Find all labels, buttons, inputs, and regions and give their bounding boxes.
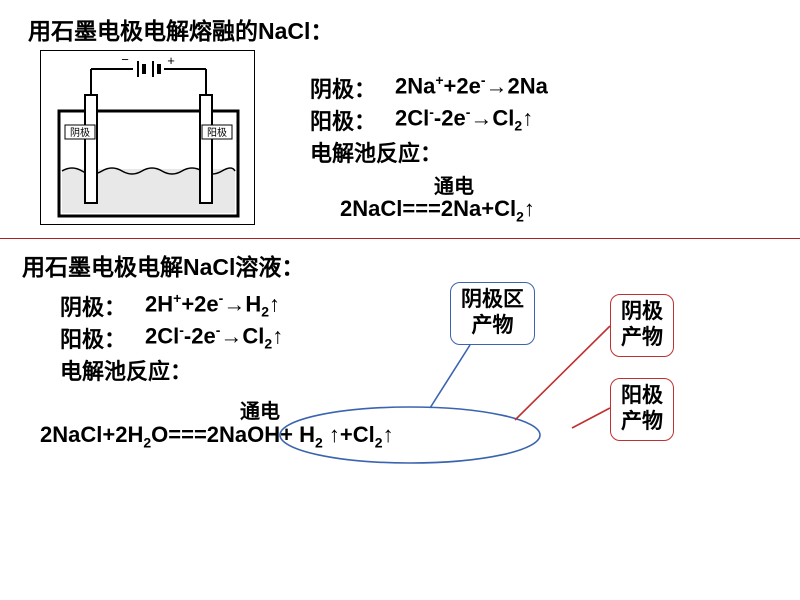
s2-over-arrow-label: 通电	[240, 395, 280, 424]
s2-anode-eq: 2Cl--2e-→Cl2↑	[145, 322, 283, 352]
s1-over-arrow-label: 通电	[434, 170, 474, 199]
s2-overall-eq: 2NaCl+2H2O===2NaOH+ H2 ↑+Cl2↑	[40, 422, 394, 450]
anode-prod-text: 阳极产物	[621, 384, 663, 433]
s1-cell-label: 电解池反应：	[310, 136, 442, 168]
s1-anode-label: 阳极：	[310, 104, 376, 136]
section2-title: 用石墨电极电解NaCl溶液：	[22, 248, 304, 282]
svg-text:+: +	[167, 53, 175, 68]
cathode-prod-text: 阴极产物	[621, 300, 663, 349]
s1-cathode-label: 阴极：	[310, 72, 376, 104]
s2-anode-label: 阳极：	[60, 322, 126, 354]
s1-cathode-eq: 2Na++2e-→2Na	[395, 72, 548, 99]
cathode-zone-callout: 阴极区产物	[450, 282, 535, 345]
s2-cathode-eq: 2H++2e-→H2↑	[145, 290, 280, 320]
cathode-zone-text: 阴极区产物	[461, 288, 524, 337]
anode-product-callout: 阳极产物	[610, 378, 674, 441]
s1-overall-eq: 2NaCl===2Na+Cl2↑	[340, 196, 535, 224]
svg-text:−: −	[121, 52, 129, 67]
s2-cell-label: 电解池反应：	[60, 354, 192, 386]
s1-anode-eq: 2Cl--2e-→Cl2↑	[395, 104, 533, 134]
electrolysis-cell-diagram: 阴极 阳极 − +	[40, 50, 255, 225]
section1-title: 用石墨电极电解熔融的NaCl：	[28, 12, 333, 46]
s2-cathode-label: 阴极：	[60, 290, 126, 322]
svg-text:阳极: 阳极	[207, 126, 227, 139]
section-divider	[0, 238, 800, 239]
cathode-product-callout: 阴极产物	[610, 294, 674, 357]
svg-text:阴极: 阴极	[70, 126, 90, 139]
